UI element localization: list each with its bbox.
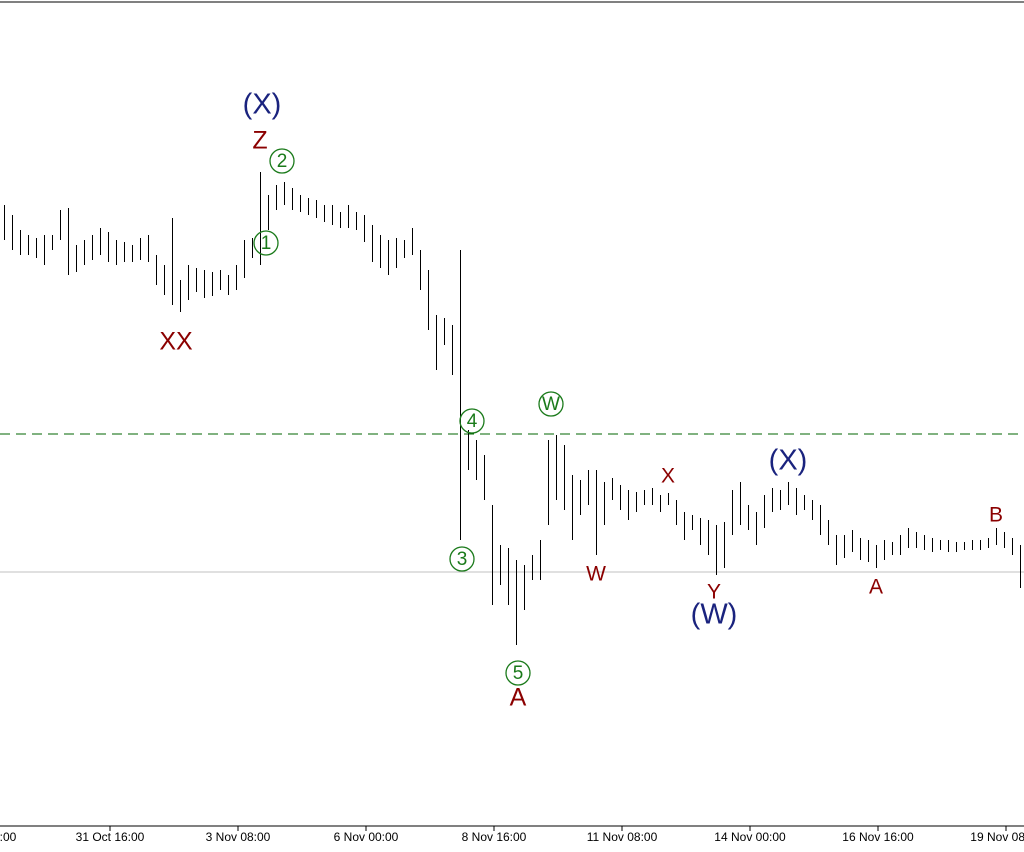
wave-label: 2: [277, 151, 288, 172]
wave-label: (X): [769, 445, 808, 477]
wave-label: B: [989, 504, 1003, 527]
wave-label: 5: [513, 663, 524, 684]
wave-label: Z: [252, 127, 267, 155]
wave-label: A: [510, 684, 527, 712]
x-tick-label: 16 Nov 16:00: [842, 830, 914, 844]
wave-label: A: [869, 576, 883, 599]
wave-label: (W): [691, 599, 738, 631]
wave-circle: [505, 660, 531, 686]
x-tick-label: 19 Nov 08:00: [970, 830, 1024, 844]
wave-circle: [459, 408, 485, 434]
x-tick-label: 6 Nov 00:00: [334, 830, 399, 844]
wave-label: 1: [261, 233, 272, 254]
wave-label: (X): [243, 89, 282, 121]
x-tick-label: 14 Nov 00:00: [714, 830, 786, 844]
wave-label: 3: [457, 549, 468, 570]
x-tick-label: 3 Nov 08:00: [206, 830, 271, 844]
x-tick-label: 31 Oct 16:00: [76, 830, 145, 844]
x-tick-label: 11 Nov 08:00: [587, 830, 658, 844]
wave-circle: [253, 230, 279, 256]
x-tick-label: 29 Oct 00:00: [0, 830, 17, 844]
wave-circle: [449, 546, 475, 572]
wave-circle: [269, 148, 295, 174]
wave-label: W: [586, 563, 606, 586]
wave-label: W: [542, 394, 560, 415]
wave-label: 4: [467, 411, 478, 432]
wave-circle: [538, 391, 564, 417]
wave-label: Y: [707, 581, 721, 604]
wave-label: X: [661, 465, 675, 488]
wave-label: XX: [159, 328, 193, 356]
x-tick-label: 8 Nov 16:00: [462, 830, 527, 844]
